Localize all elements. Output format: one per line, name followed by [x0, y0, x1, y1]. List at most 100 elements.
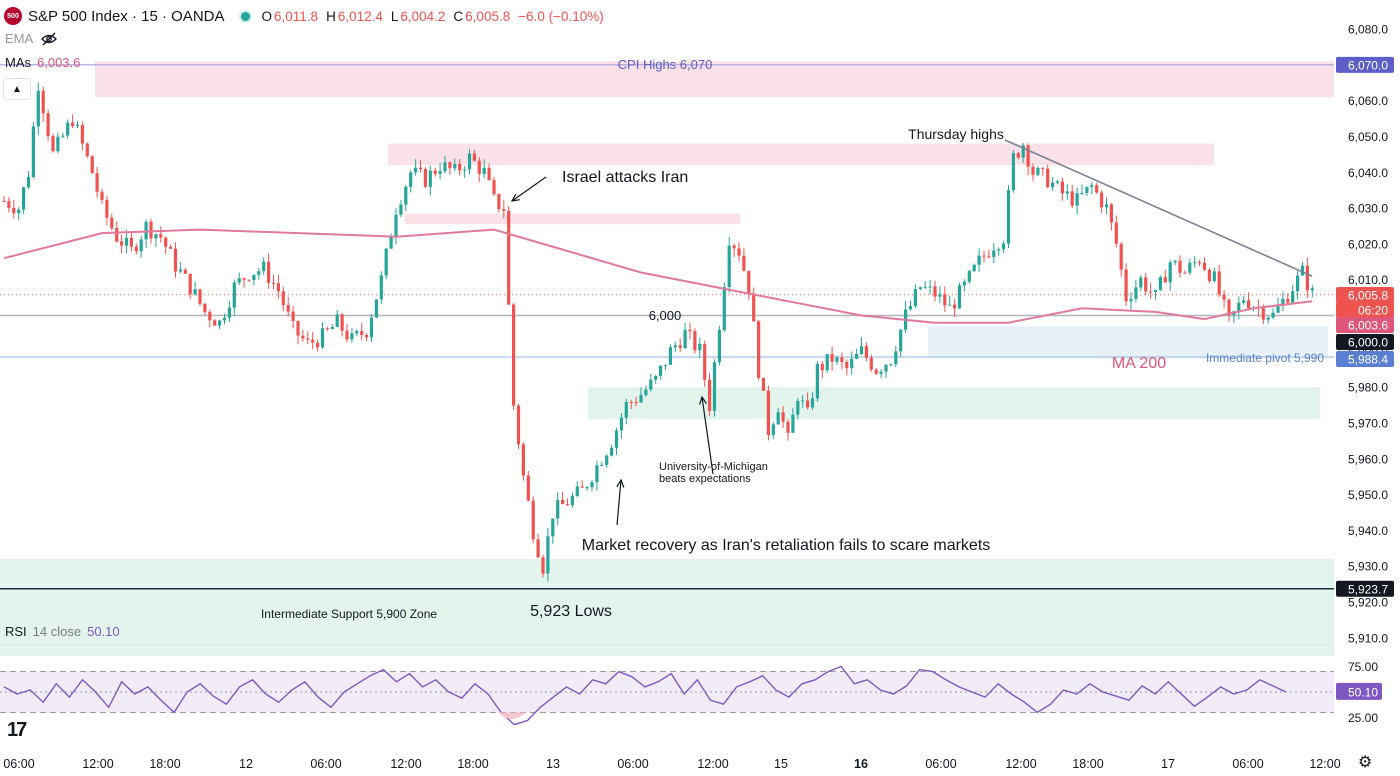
- candle: [747, 270, 751, 301]
- candle: [1065, 184, 1069, 200]
- y-tick-label: 5,950.0: [1348, 488, 1388, 502]
- candle: [972, 263, 976, 273]
- candle: [1060, 177, 1064, 201]
- candle: [262, 256, 266, 275]
- rsi-tick-label: 75.00: [1348, 660, 1378, 674]
- x-tick-label: 12:00: [82, 757, 113, 771]
- candle-body: [810, 398, 815, 408]
- cpi-price-badge: 6,070.0: [1336, 56, 1394, 73]
- y-tick-label: 6,060.0: [1348, 94, 1388, 108]
- candle: [1247, 292, 1251, 311]
- candle: [291, 305, 295, 329]
- arrow-head: [616, 478, 625, 488]
- candle: [316, 339, 320, 352]
- candle-body: [1011, 153, 1015, 191]
- candle-body: [389, 236, 393, 249]
- candle: [962, 279, 966, 292]
- candle-body: [61, 135, 65, 137]
- candle: [698, 337, 702, 358]
- candle: [208, 309, 212, 328]
- candle: [874, 368, 878, 376]
- candle-body: [394, 214, 398, 237]
- candle: [908, 300, 913, 311]
- candle: [237, 272, 241, 285]
- candle-body: [747, 270, 751, 294]
- israel-arrow: [510, 176, 547, 202]
- candle-body: [399, 204, 403, 215]
- candle-body: [859, 346, 864, 354]
- rsi-indicator-row[interactable]: RSI 14 close 50.10: [5, 624, 120, 639]
- candle: [786, 419, 790, 441]
- mas-indicator-row[interactable]: MAs 6,003.6: [5, 55, 80, 70]
- candle-body: [850, 358, 854, 369]
- candle-body: [742, 255, 746, 271]
- candle: [619, 413, 623, 439]
- candle: [967, 270, 971, 284]
- candle-body: [369, 317, 374, 338]
- candle-body: [717, 329, 721, 363]
- gear-icon[interactable]: ⚙: [1358, 754, 1373, 771]
- candle-body: [683, 329, 687, 349]
- candle-body: [663, 364, 668, 366]
- candle-body: [796, 400, 800, 415]
- candle: [1173, 259, 1177, 266]
- candle-body: [1070, 191, 1074, 206]
- candle-body: [1124, 269, 1128, 302]
- eye-hidden-icon[interactable]: [41, 32, 58, 46]
- price-badge-bg: [1336, 317, 1394, 333]
- candle: [477, 157, 481, 183]
- candle: [75, 120, 80, 129]
- zone-0: [95, 61, 1334, 98]
- candle: [1188, 258, 1192, 275]
- candle: [1305, 257, 1309, 299]
- candle: [693, 328, 697, 354]
- candle: [443, 155, 447, 174]
- candle-body: [1222, 294, 1226, 300]
- candle: [810, 392, 815, 411]
- tradingview-logo-icon[interactable]: 17: [7, 719, 27, 741]
- zone-5: [0, 559, 1334, 656]
- candle: [796, 398, 800, 420]
- candle: [306, 331, 310, 345]
- candle-body: [1085, 186, 1089, 193]
- candle-body: [247, 279, 251, 281]
- price-badge-bg: [1336, 351, 1394, 367]
- collapse-legend-button[interactable]: ▲: [3, 78, 31, 100]
- candle: [134, 243, 138, 255]
- candle-body: [624, 401, 628, 418]
- candle-body: [365, 334, 369, 338]
- candle-body: [972, 264, 976, 271]
- candle: [90, 155, 94, 174]
- candle-body: [894, 351, 898, 365]
- ema-label: EMA: [5, 31, 34, 46]
- candle-body: [644, 389, 648, 396]
- candle: [752, 287, 756, 322]
- ema-indicator-row[interactable]: EMA: [5, 31, 58, 46]
- candle-body: [80, 125, 84, 144]
- candle-body: [1183, 272, 1187, 274]
- candle: [1134, 280, 1138, 303]
- candle: [1158, 275, 1162, 291]
- candle: [1085, 186, 1089, 197]
- price-badge-text: 6,005.8: [1348, 289, 1388, 303]
- candle: [708, 372, 712, 417]
- rsi-badge: 50.10: [1336, 682, 1382, 700]
- candle-body: [1198, 262, 1202, 264]
- candle: [198, 288, 202, 307]
- candle-body: [879, 371, 883, 374]
- candle: [173, 242, 178, 278]
- candle: [536, 533, 540, 559]
- price-badge-text: 5,988.4: [1348, 353, 1388, 367]
- candle-body: [41, 90, 45, 114]
- candle-body: [1178, 260, 1182, 273]
- x-tick-label: 12:00: [1309, 757, 1340, 771]
- candle: [864, 342, 868, 362]
- candle-body: [570, 495, 574, 506]
- candle: [1271, 308, 1275, 320]
- y-tick-label: 5,910.0: [1348, 631, 1388, 645]
- open-value: 6,011.8: [274, 8, 319, 24]
- symbol-title[interactable]: S&P 500 Index · 15 · OANDA: [28, 7, 225, 25]
- candle: [904, 300, 908, 334]
- candle: [124, 229, 129, 254]
